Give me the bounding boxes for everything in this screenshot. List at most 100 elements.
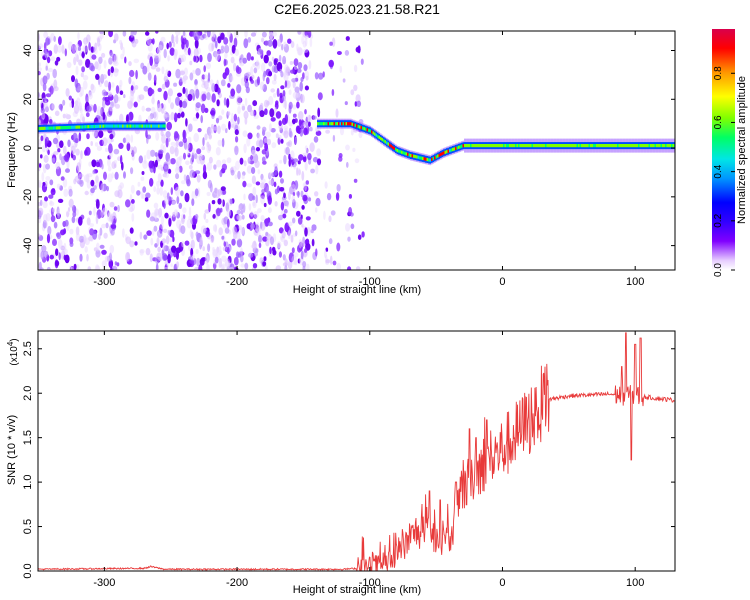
- spectrogram-ridge-core: [383, 139, 385, 143]
- spectrogram-noise-cell: [238, 204, 242, 211]
- spectrogram-ridge-core: [668, 144, 670, 148]
- spectrogram-noise-cell: [220, 186, 226, 192]
- spectrogram-noise-cell: [123, 171, 126, 179]
- spectrogram-noise-cell: [268, 70, 273, 77]
- spectrogram-noise-cell: [286, 141, 291, 146]
- spectrogram-noise-cell: [257, 169, 261, 175]
- spectrogram-noise-cell: [280, 201, 285, 211]
- spectrogram-noise-cell: [70, 145, 76, 155]
- spectrogram-ridge-core: [366, 128, 369, 132]
- spectrogram-noise-cell: [78, 59, 83, 66]
- spectrogram-ridge-core: [525, 144, 528, 148]
- spectrogram-noise-cell: [250, 223, 255, 229]
- spectrogram-ridge-core: [89, 125, 91, 129]
- spectrogram-noise-cell: [46, 233, 51, 244]
- spectrogram-noise-cell: [252, 63, 256, 68]
- spectrogram-noise-cell: [94, 61, 99, 70]
- spectrogram-noise-cell: [136, 190, 141, 196]
- spectrogram-noise-cell: [129, 93, 135, 102]
- spectrogram-ridge-core: [317, 122, 319, 126]
- spectrogram-noise-cell: [219, 170, 223, 178]
- spectrogram-noise-cell: [42, 201, 48, 209]
- spectrogram-noise-cell: [277, 242, 281, 250]
- spectrogram-noise-cell: [104, 96, 110, 103]
- spectrogram-noise-cell: [297, 217, 303, 225]
- spectrogram-noise-cell: [218, 49, 225, 54]
- spectrogram-noise-cell: [272, 249, 277, 256]
- spectrogram-noise-cell: [180, 180, 186, 185]
- spectrogram-noise-cell: [211, 82, 216, 93]
- spectrogram-noise-cell: [257, 132, 261, 142]
- spectrogram-noise-cell: [58, 36, 62, 46]
- spectrogram-noise-cell: [189, 60, 193, 66]
- spectrogram-noise-cell: [303, 48, 309, 53]
- spectrogram-noise-cell: [314, 207, 318, 213]
- spectrogram-noise-cell: [116, 262, 120, 267]
- spectrogram-noise-cell: [194, 38, 199, 49]
- spectrogram-noise-cell: [328, 215, 332, 223]
- spectrogram-noise-cell: [226, 246, 230, 255]
- spectrogram-noise-cell: [315, 164, 319, 175]
- spectrogram-ridge-core: [149, 124, 151, 128]
- spectrogram-noise-cell: [236, 84, 242, 94]
- spectrogram-noise-cell: [316, 148, 321, 157]
- spectrogram-ridge-core: [503, 144, 505, 148]
- spectrogram-noise-cell: [353, 178, 358, 183]
- spectrogram-noise-cell: [45, 37, 50, 46]
- spectrogram-noise-cell: [356, 100, 362, 108]
- spectrogram-noise-cell: [300, 190, 304, 198]
- spectrogram-noise-cell: [302, 261, 307, 268]
- spectrogram-ridge-core: [465, 144, 468, 148]
- spectrogram-noise-cell: [228, 40, 234, 48]
- spectrogram-noise-cell: [183, 79, 187, 84]
- spectrogram-noise-cell: [76, 97, 81, 108]
- spectrogram-noise-cell: [293, 58, 299, 67]
- spectrogram-noise-cell: [243, 160, 247, 167]
- spectrogram-noise-cell: [105, 222, 109, 229]
- spectrogram-noise-cell: [244, 72, 250, 79]
- spectrogram-noise-cell: [163, 165, 169, 175]
- spectrogram-noise-cell: [42, 181, 46, 186]
- spectrogram-noise-cell: [164, 172, 169, 179]
- spectrogram-noise-cell: [236, 66, 242, 75]
- spectrogram-noise-cell: [96, 62, 102, 71]
- spectrogram-noise-cell: [57, 209, 61, 219]
- spectrogram-ridge-core: [108, 124, 111, 128]
- spectrogram-noise-cell: [119, 40, 123, 45]
- spectrogram-noise-cell: [355, 94, 361, 103]
- spectrogram-noise-cell: [250, 244, 257, 249]
- spectrogram-noise-cell: [212, 247, 215, 252]
- spectrogram-noise-cell: [92, 230, 98, 240]
- spectrogram-noise-cell: [124, 56, 127, 64]
- spectrogram-noise-cell: [155, 67, 161, 72]
- spectrogram-noise-cell: [285, 146, 290, 155]
- spectrogram-ridge-core: [63, 126, 66, 130]
- spectrogram-noise-cell: [167, 96, 171, 104]
- spectrogram-noise-cell: [64, 48, 68, 57]
- x-tick-label: 0: [499, 577, 505, 589]
- spectrogram-ridge-core: [468, 144, 471, 148]
- spectrogram-noise-cell: [211, 200, 216, 205]
- spectrogram-noise-cell: [305, 120, 310, 127]
- spectrogram-ridge-core: [648, 144, 651, 148]
- spectrogram-ridge-core: [485, 144, 487, 148]
- spectrogram-noise-cell: [95, 73, 100, 80]
- spectrogram-noise-cell: [329, 41, 333, 46]
- spectrogram-noise-cell: [202, 137, 205, 147]
- spectrogram-ridge-core: [428, 158, 430, 162]
- spectrogram-noise-cell: [260, 178, 266, 184]
- spectrogram-ridge-core: [401, 150, 403, 154]
- spectrogram-noise-cell: [38, 45, 41, 51]
- spectrogram-ridge-core: [389, 143, 391, 147]
- spectrogram-noise-cell: [155, 31, 159, 34]
- spectrogram-ridge-core: [627, 144, 630, 148]
- spectrogram-noise-cell: [96, 145, 102, 151]
- spectrogram-ridge-core: [48, 126, 51, 130]
- spectrogram-ridge-core: [423, 157, 426, 161]
- spectrogram-noise-cell: [250, 79, 254, 84]
- spectrogram-marks: [38, 31, 675, 270]
- spectrogram-noise-cell: [129, 69, 135, 78]
- spectrogram-ridge-core: [39, 126, 42, 131]
- spectrogram-noise-cell: [261, 37, 265, 43]
- spectrogram-noise-cell: [51, 103, 55, 110]
